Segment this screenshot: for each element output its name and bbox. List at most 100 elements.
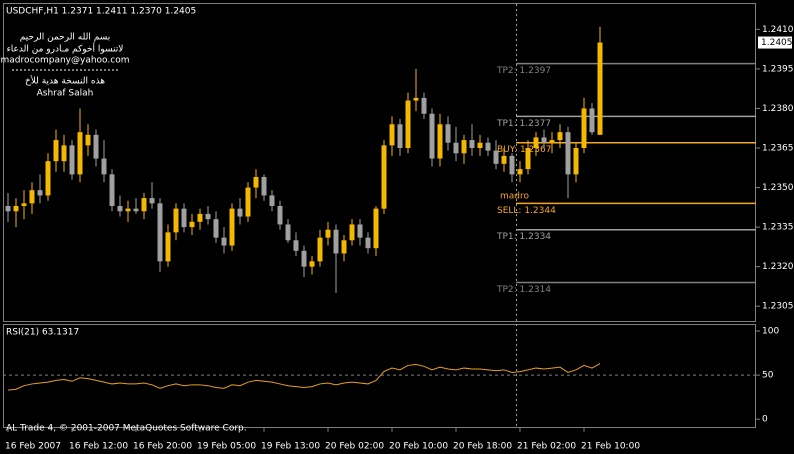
candle-body bbox=[133, 208, 139, 212]
level-label: TP2: 1.2314 bbox=[496, 285, 551, 295]
candle-body bbox=[445, 124, 451, 143]
y-tick-label: 100 bbox=[762, 327, 779, 337]
candle-body bbox=[389, 124, 395, 146]
candle-body bbox=[333, 229, 339, 254]
candle-body bbox=[541, 137, 547, 143]
note: لاتنسوا أخوكم مـادرو من الدعاء bbox=[7, 43, 124, 55]
y-tick-label: 1.2395 bbox=[762, 64, 794, 74]
candle-body bbox=[269, 195, 275, 206]
candle-body bbox=[397, 124, 403, 148]
candle-body bbox=[509, 155, 515, 175]
candle-body bbox=[429, 113, 435, 159]
candle-body bbox=[37, 190, 43, 196]
candle-body bbox=[373, 208, 379, 249]
x-tick-label: 21 Feb 10:00 bbox=[581, 442, 640, 452]
candle-body bbox=[437, 124, 443, 159]
candle-body bbox=[285, 224, 291, 241]
candle-body bbox=[477, 142, 483, 148]
candle-body bbox=[117, 206, 123, 212]
candle-body bbox=[365, 237, 371, 249]
candle-body bbox=[581, 108, 587, 148]
candle-body bbox=[29, 190, 35, 204]
candle-body bbox=[557, 132, 563, 141]
candle-body bbox=[85, 134, 91, 146]
x-tick-label: 20 Feb 10:00 bbox=[389, 442, 448, 452]
candle-body bbox=[485, 142, 491, 151]
level-label: BUY: 1.2367 bbox=[497, 145, 551, 155]
candle-body bbox=[501, 155, 507, 164]
candle-body bbox=[277, 206, 283, 225]
rsi-panel bbox=[3, 324, 756, 428]
candle-body bbox=[101, 158, 107, 175]
candle-body bbox=[245, 187, 251, 217]
candle-body bbox=[69, 145, 75, 175]
candle-body bbox=[125, 208, 131, 212]
candle-body bbox=[421, 97, 427, 114]
candle-body bbox=[21, 203, 27, 206]
marker-text: madro bbox=[500, 192, 529, 202]
candle-body bbox=[309, 261, 315, 267]
candle-body bbox=[317, 237, 323, 262]
price-label: 1.2405 bbox=[761, 38, 793, 48]
candle-body bbox=[205, 213, 211, 220]
level-label: TP2: 1.2397 bbox=[496, 66, 551, 76]
level-label: TP1: 1.2334 bbox=[496, 232, 551, 242]
candle-body bbox=[181, 208, 187, 228]
candle-body bbox=[405, 100, 411, 148]
candle-body bbox=[93, 134, 99, 159]
note: madrocompany@yahoo.com bbox=[1, 56, 130, 66]
y-tick-label: 1.2335 bbox=[762, 223, 794, 233]
y-tick-label: 1.2410 bbox=[762, 25, 794, 35]
candle-body bbox=[141, 198, 147, 212]
candle-body bbox=[77, 132, 83, 175]
candle-body bbox=[349, 224, 355, 241]
note: بسم الله الرحمن الرحيم bbox=[20, 33, 110, 43]
candle-body bbox=[5, 206, 11, 212]
candle-body bbox=[109, 174, 115, 206]
candle-body bbox=[381, 145, 387, 209]
candle-body bbox=[357, 224, 363, 238]
candle-body bbox=[157, 203, 163, 262]
candle-body bbox=[565, 132, 571, 175]
candle-body bbox=[149, 198, 155, 204]
copyright: AL Trade 4, © 2001-2007 MetaQuotes Softw… bbox=[6, 424, 247, 434]
chart-title: USDCHF,H1 1.2371 1.2411 1.2370 1.2405 bbox=[6, 7, 196, 17]
candle-body bbox=[493, 150, 499, 164]
candle-body bbox=[549, 140, 555, 143]
candle-body bbox=[165, 232, 171, 262]
y-tick-label: 1.2350 bbox=[762, 183, 794, 193]
candle-body bbox=[45, 161, 51, 196]
candle-body bbox=[189, 221, 195, 228]
candle-body bbox=[173, 208, 179, 233]
price-box bbox=[758, 36, 792, 49]
candle-body bbox=[325, 229, 331, 238]
main-panel bbox=[3, 3, 756, 322]
y-tick-label: 1.2365 bbox=[762, 144, 794, 154]
x-tick-label: 16 Feb 2007 bbox=[5, 442, 61, 452]
x-tick-label: 16 Feb 12:00 bbox=[69, 442, 128, 452]
candle-body bbox=[237, 208, 243, 217]
candle-body bbox=[53, 140, 59, 162]
candle-body bbox=[453, 142, 459, 154]
candle-body bbox=[13, 206, 19, 212]
rsi-line bbox=[7, 363, 601, 391]
x-tick-label: 19 Feb 13:00 bbox=[261, 442, 320, 452]
note: هذه النسخة هدية للأخ bbox=[25, 75, 105, 87]
candle-body bbox=[61, 145, 67, 162]
x-tick-label: 19 Feb 05:00 bbox=[197, 442, 256, 452]
candle-body bbox=[197, 213, 203, 222]
candle-body bbox=[589, 108, 595, 133]
candle-body bbox=[301, 250, 307, 267]
x-tick-label: 20 Feb 02:00 bbox=[325, 442, 384, 452]
candle-body bbox=[461, 140, 467, 154]
x-tick-label: 21 Feb 02:00 bbox=[517, 442, 576, 452]
candle-body bbox=[341, 240, 347, 254]
candle-body bbox=[261, 177, 267, 196]
candle-body bbox=[517, 169, 523, 175]
candle-body bbox=[597, 42, 603, 135]
candle-body bbox=[221, 237, 227, 246]
candle-body bbox=[293, 240, 299, 251]
note: Ashraf Salah bbox=[37, 89, 94, 99]
candle-body bbox=[213, 219, 219, 238]
